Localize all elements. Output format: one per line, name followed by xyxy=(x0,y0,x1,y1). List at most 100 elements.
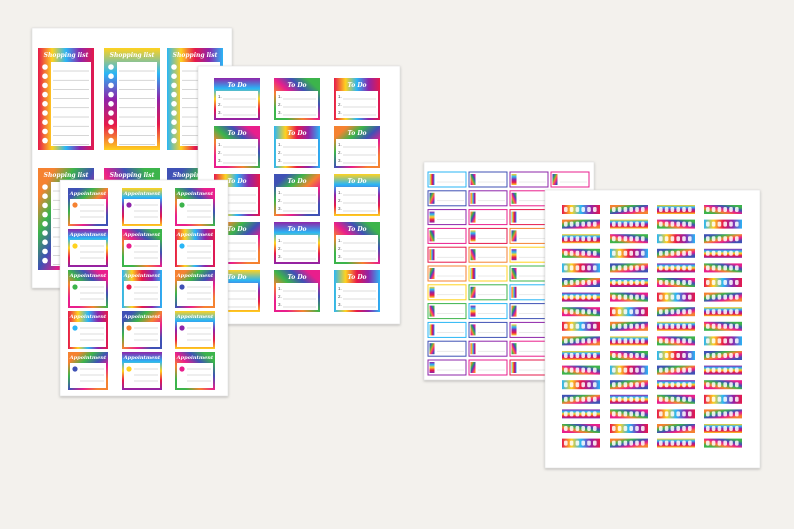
strip-icon xyxy=(612,382,616,388)
icon xyxy=(179,366,185,372)
strip-icon xyxy=(587,265,591,271)
strip-icon xyxy=(676,236,680,242)
strip-icon xyxy=(629,396,633,402)
strip-icon xyxy=(729,396,733,402)
strip-icon xyxy=(682,309,686,315)
strip-icon xyxy=(569,323,574,329)
strip-icon xyxy=(706,207,710,212)
strip-icon xyxy=(635,440,639,446)
checkbox xyxy=(42,193,48,199)
checkbox xyxy=(42,82,48,89)
strip-icon xyxy=(659,309,663,315)
strip-icon xyxy=(569,265,574,271)
strip-icon xyxy=(593,294,597,300)
label-icon xyxy=(429,211,435,223)
strip-icon xyxy=(575,323,580,329)
strip-icon xyxy=(664,309,669,315)
strip-icon xyxy=(682,265,686,271)
strip-icon xyxy=(587,353,591,358)
strip-icon xyxy=(676,353,680,358)
strip-icon xyxy=(735,250,739,256)
strip-icon xyxy=(641,265,645,271)
todo-number: 3. xyxy=(278,254,282,259)
label-sticker xyxy=(427,359,467,376)
strip-icon xyxy=(635,426,639,431)
sticker-title: Appointment xyxy=(176,314,214,320)
strip-icon xyxy=(623,396,628,402)
sticker-title: To Do xyxy=(227,274,246,281)
strip-sticker xyxy=(704,321,742,331)
strip-icon xyxy=(612,221,616,227)
strip-icon xyxy=(664,426,669,431)
strip-icon xyxy=(706,294,710,300)
strip-icon xyxy=(735,396,739,402)
strip-icon xyxy=(717,426,722,431)
label-icon xyxy=(511,362,517,373)
strip-icon xyxy=(723,411,727,417)
strip-icon xyxy=(729,382,733,388)
strip-icon xyxy=(688,382,692,388)
todo-number: 3. xyxy=(338,158,342,163)
strip-icon xyxy=(688,280,692,285)
strip-icon xyxy=(659,250,663,256)
label-icon xyxy=(552,174,558,185)
strip-icon xyxy=(587,367,591,373)
strip-icon xyxy=(659,207,663,212)
sticker-body xyxy=(216,91,258,118)
strip-sticker xyxy=(704,205,742,214)
todo-number: 2. xyxy=(278,150,282,155)
strip-sticker xyxy=(610,365,648,375)
strip-icon xyxy=(575,338,580,344)
strip-icon xyxy=(670,265,675,271)
strip-icon xyxy=(729,236,733,242)
strip-icon xyxy=(612,353,616,358)
todo-number: 2. xyxy=(278,198,282,203)
strip-icon xyxy=(575,280,580,285)
label-sticker xyxy=(468,190,508,207)
strip-sticker xyxy=(610,307,648,317)
strip-icon xyxy=(735,280,739,285)
strip-icon xyxy=(564,367,568,373)
strip-icon xyxy=(575,309,580,315)
strip-icon xyxy=(617,338,622,344)
strip-icon xyxy=(635,294,639,300)
strip-icon xyxy=(717,221,722,227)
strip-icon xyxy=(629,411,633,417)
strip-icon xyxy=(629,207,633,212)
strip-icon xyxy=(706,221,710,227)
sticker-body xyxy=(336,283,378,310)
strip-icon xyxy=(641,221,645,227)
icon xyxy=(72,284,78,290)
strip-icon xyxy=(564,265,568,271)
sticker-title: Appointment xyxy=(69,232,107,238)
strip-icon xyxy=(629,309,633,315)
strip-icon xyxy=(682,236,686,242)
strip-sticker xyxy=(657,321,695,331)
strip-sticker xyxy=(562,234,600,244)
strip-icon xyxy=(676,396,680,402)
strip-sticker xyxy=(562,409,600,419)
strip-sticker xyxy=(657,438,695,448)
strip-icon xyxy=(659,396,663,402)
strip-sticker xyxy=(657,351,695,360)
checkbox xyxy=(171,137,177,144)
strip-icon xyxy=(623,294,628,300)
strip-icon xyxy=(575,411,580,417)
strip-icon xyxy=(575,221,580,227)
strip-icon xyxy=(706,309,710,315)
strip-icon xyxy=(575,250,580,256)
todo-number: 2. xyxy=(338,150,342,155)
label-icon xyxy=(511,305,517,317)
strip-icon xyxy=(617,265,622,271)
strip-icon xyxy=(564,323,568,329)
todo-number: 3. xyxy=(338,110,342,115)
todo-number: 2. xyxy=(278,294,282,299)
strip-icon xyxy=(688,367,692,373)
icon xyxy=(126,325,132,331)
strip-icon xyxy=(670,338,675,344)
strip-icon xyxy=(659,426,663,431)
strip-icon xyxy=(670,367,675,373)
strip-sticker xyxy=(562,205,600,214)
strip-icon xyxy=(729,294,733,300)
